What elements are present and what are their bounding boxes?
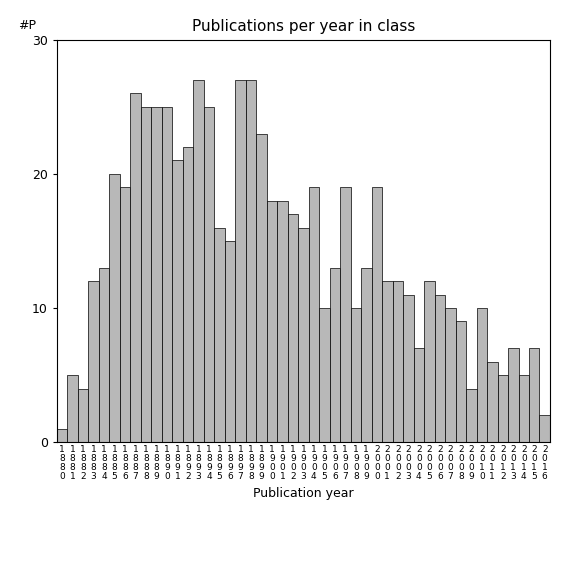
Bar xyxy=(445,308,455,442)
Bar xyxy=(57,429,67,442)
Bar xyxy=(246,80,256,442)
Bar xyxy=(287,214,298,442)
Bar xyxy=(319,308,329,442)
Bar xyxy=(151,107,162,442)
Bar xyxy=(308,187,319,442)
Bar xyxy=(361,268,371,442)
Bar xyxy=(539,416,550,442)
Bar xyxy=(350,308,361,442)
Title: Publications per year in class: Publications per year in class xyxy=(192,19,415,35)
Bar xyxy=(371,187,382,442)
Bar xyxy=(508,348,518,442)
Bar xyxy=(99,268,109,442)
Bar xyxy=(78,388,88,442)
Bar xyxy=(455,321,466,442)
Bar xyxy=(413,348,424,442)
X-axis label: Publication year: Publication year xyxy=(253,486,354,500)
Bar xyxy=(382,281,392,442)
Bar xyxy=(434,295,445,442)
Y-axis label: #P: #P xyxy=(18,19,36,32)
Bar xyxy=(298,227,308,442)
Bar xyxy=(141,107,151,442)
Bar xyxy=(403,295,413,442)
Bar xyxy=(340,187,350,442)
Bar xyxy=(130,94,141,442)
Bar xyxy=(214,227,225,442)
Bar xyxy=(329,268,340,442)
Bar xyxy=(256,134,266,442)
Bar xyxy=(476,308,487,442)
Bar xyxy=(183,147,193,442)
Bar xyxy=(235,80,246,442)
Bar xyxy=(162,107,172,442)
Bar xyxy=(497,375,508,442)
Bar xyxy=(424,281,434,442)
Bar xyxy=(225,241,235,442)
Bar xyxy=(277,201,287,442)
Bar xyxy=(466,388,476,442)
Bar xyxy=(120,187,130,442)
Bar xyxy=(193,80,204,442)
Bar xyxy=(204,107,214,442)
Bar xyxy=(487,362,497,442)
Bar xyxy=(266,201,277,442)
Bar xyxy=(392,281,403,442)
Bar xyxy=(67,375,78,442)
Bar xyxy=(109,174,120,442)
Bar xyxy=(518,375,529,442)
Bar xyxy=(172,160,183,442)
Bar xyxy=(88,281,99,442)
Bar xyxy=(529,348,539,442)
